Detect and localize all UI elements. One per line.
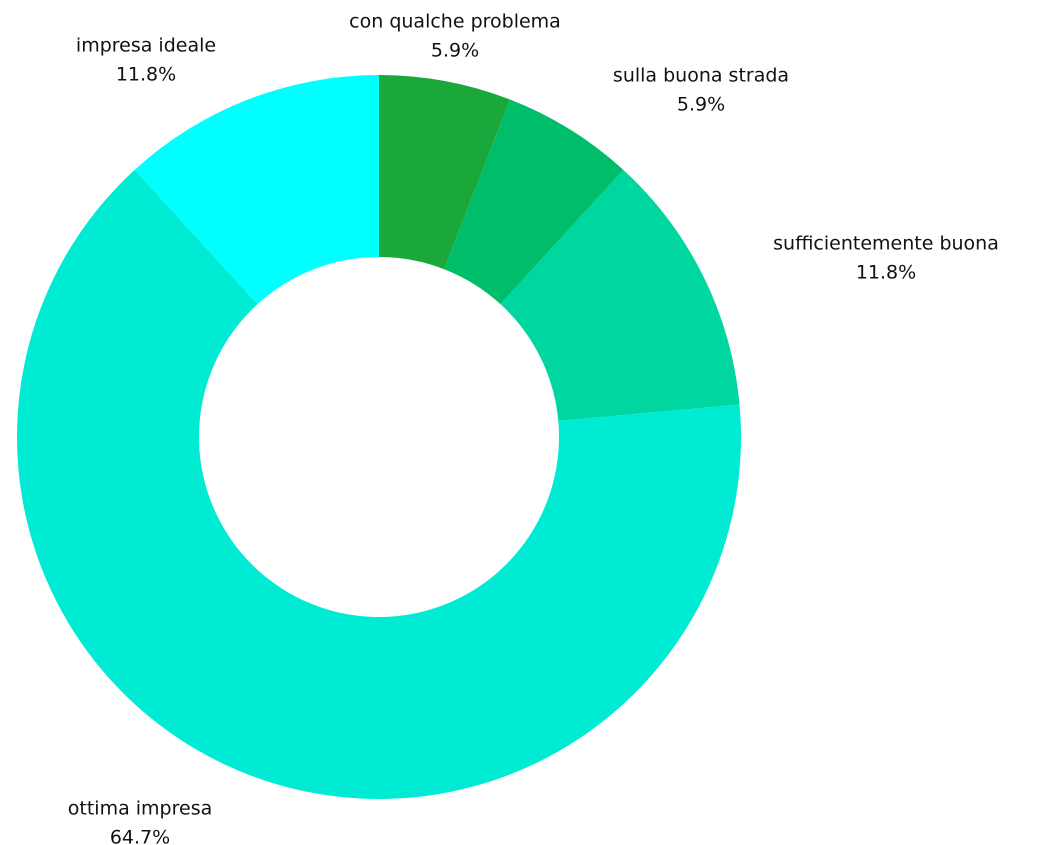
slice-value-label: 64.7% — [110, 827, 170, 845]
donut-slice — [134, 75, 379, 305]
slice-category-label: impresa ideale — [76, 35, 216, 57]
donut-slice — [17, 169, 741, 800]
donut-slice — [500, 169, 740, 421]
slice-value-label: 5.9% — [677, 94, 725, 116]
slice-value-label: 5.9% — [431, 40, 479, 62]
donut-slice — [379, 75, 511, 270]
slice-category-label: ottima impresa — [68, 798, 212, 820]
slice-value-label: 11.8% — [856, 262, 916, 284]
slice-category-label: con qualche problema — [349, 11, 561, 33]
slice-category-label: sufficientemente buona — [773, 233, 999, 255]
donut-slice — [444, 99, 624, 305]
slice-category-label: sulla buona strada — [613, 65, 789, 87]
slice-value-label: 11.8% — [116, 64, 176, 86]
